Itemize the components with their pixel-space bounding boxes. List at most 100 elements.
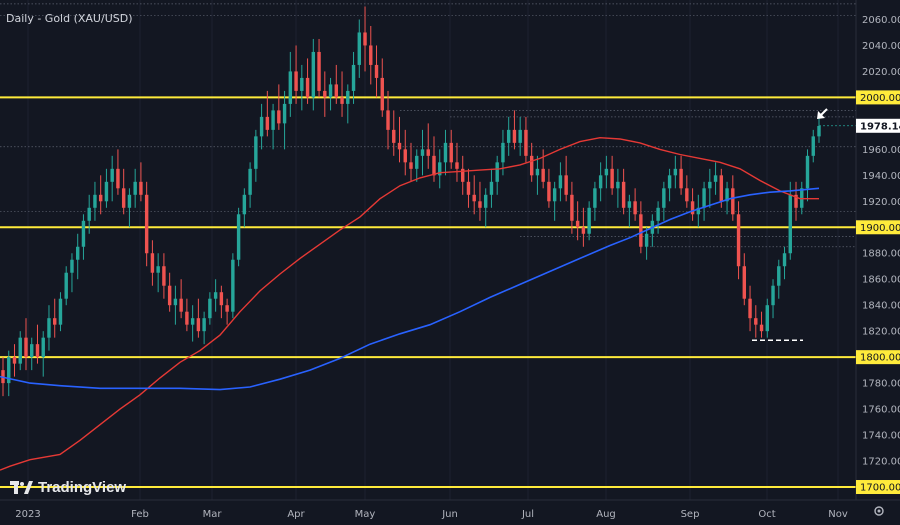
candle-body: [242, 194, 247, 215]
candle-body: [518, 129, 522, 143]
x-tick-label: May: [355, 509, 376, 520]
candle-body: [127, 194, 132, 208]
level-label-bg: [856, 350, 900, 365]
candle-body: [305, 77, 310, 98]
candle-body: [524, 129, 528, 156]
y-tick-label: 1880.000: [862, 249, 900, 260]
candle-body: [627, 201, 632, 208]
candle-body: [708, 181, 712, 189]
level-label-bg: [856, 220, 900, 235]
candle-body: [409, 162, 413, 169]
candle-body: [12, 357, 17, 364]
y-tick-label: 1780.000: [862, 379, 900, 390]
candle-body: [346, 90, 350, 104]
candle-body: [24, 337, 28, 358]
x-tick-label: Aug: [596, 509, 616, 520]
candle-body: [690, 201, 695, 215]
brand-label: TradingView: [38, 479, 127, 496]
candle-body: [277, 110, 281, 124]
candle-body: [558, 175, 563, 189]
y-tick-label: 1720.000: [862, 457, 900, 468]
candle-body: [679, 168, 683, 189]
candle-body: [644, 233, 649, 247]
candle-body: [656, 207, 660, 221]
y-tick-label: 1740.000: [862, 431, 900, 442]
candle-body: [75, 246, 80, 260]
candle-body: [35, 344, 40, 358]
x-tick-label: Feb: [131, 509, 149, 520]
price-axis-bg: [856, 0, 900, 525]
candle-body: [466, 181, 471, 195]
candle-body: [386, 110, 390, 130]
candle-body: [713, 175, 718, 182]
candle-body: [547, 181, 551, 202]
candle-body: [771, 285, 775, 306]
candle-body: [185, 311, 189, 325]
candle-body: [478, 201, 482, 208]
candle-body: [121, 188, 126, 208]
candle-body: [196, 318, 201, 332]
candle-body: [432, 155, 436, 176]
candle-body: [351, 64, 356, 91]
candle-body: [529, 155, 534, 176]
candle-body: [581, 227, 586, 234]
candle-body: [219, 292, 224, 306]
chart-grid: [27, 0, 839, 500]
current-price-label-bg: [856, 118, 900, 133]
level-label: 1800.000: [860, 353, 900, 364]
candle-body: [633, 201, 637, 215]
candle-body: [598, 175, 603, 189]
candle-body: [501, 142, 505, 163]
x-tick-label: Jun: [441, 509, 458, 520]
candle-body: [334, 84, 339, 98]
candle-body: [685, 188, 689, 202]
pointer-arrow-head: [817, 111, 825, 119]
candle-body: [742, 266, 747, 299]
y-tick-label: 2020.000: [862, 67, 900, 78]
candle-body: [162, 266, 166, 286]
candle-body: [150, 253, 155, 273]
annotations: [752, 108, 828, 342]
candle-body: [461, 168, 465, 182]
candle-body: [53, 318, 57, 325]
tradingview-logo[interactable]: TradingView: [10, 479, 126, 496]
candle-body: [254, 136, 258, 169]
x-tick-label: Oct: [758, 509, 775, 520]
y-tick-label: 1960.000: [862, 145, 900, 156]
candle-body: [754, 318, 758, 325]
candle-body: [93, 194, 97, 208]
candle-body: [564, 175, 568, 195]
candle-body: [782, 253, 787, 267]
candle-body: [81, 220, 86, 247]
candle-body: [489, 181, 494, 195]
y-tick-label: 1940.000: [862, 171, 900, 182]
y-tick-label: 1920.000: [862, 197, 900, 208]
candle-body: [282, 103, 287, 124]
price-axis[interactable]: 1720.000 1740.000 1760.000 1780.000 1820.000…: [855, 0, 900, 525]
candle-body: [426, 149, 430, 156]
candle-body: [794, 194, 798, 208]
horizontal-levels: [0, 96, 856, 489]
candle-body: [213, 292, 218, 299]
candle-body: [420, 149, 425, 156]
time-axis[interactable]: 2023 Feb Mar Apr May Jun Jul Aug Sep Oct Nov: [0, 499, 900, 520]
candle-body: [673, 168, 678, 176]
ma-red-line: [0, 136, 819, 471]
candle-body: [323, 90, 327, 98]
candle-body: [41, 337, 45, 358]
y-tick-label: 1840.000: [862, 301, 900, 312]
candle-body: [156, 266, 160, 273]
candle-body: [202, 318, 206, 332]
candle-body: [98, 194, 103, 202]
candle-body: [317, 51, 321, 91]
x-tick-label: 2023: [15, 509, 40, 520]
y-tick-label: 1760.000: [862, 405, 900, 416]
level-label: 2000.000: [860, 93, 900, 104]
gear-icon[interactable]: [873, 505, 885, 517]
level-label-bg: [856, 90, 900, 105]
candle-body: [294, 71, 298, 91]
candle-body: [7, 357, 11, 384]
candle-body: [506, 129, 511, 143]
candle-body: [552, 188, 557, 202]
